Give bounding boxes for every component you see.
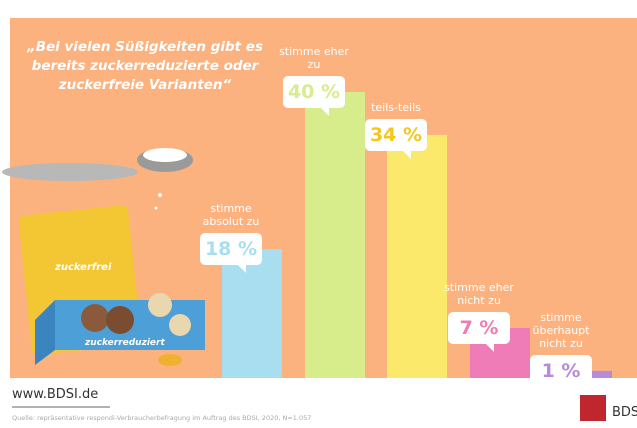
bar bbox=[305, 92, 365, 378]
value-label: 7 % bbox=[448, 311, 510, 352]
category-label: teils-teils bbox=[371, 100, 421, 114]
category-label: stimme absolut zu bbox=[202, 202, 260, 229]
package-label: zuckerfrei bbox=[54, 262, 112, 273]
category-label: stimme eher zu bbox=[279, 45, 349, 71]
value-label: 40 % bbox=[283, 76, 345, 116]
category-label: stimme eher nicht zu bbox=[444, 280, 514, 307]
value-label: 34 % bbox=[365, 118, 427, 159]
quote: „Bei vielen Süßigkeiten gibt es bereits … bbox=[27, 39, 263, 93]
package-label: zuckerreduziert bbox=[84, 338, 165, 348]
logo: BDSI bbox=[612, 405, 637, 420]
source: Quelle: repräsentative respondi-Verbrauc… bbox=[12, 414, 311, 422]
value-label: 1 % bbox=[530, 354, 592, 395]
illustration: zuckerfrei zuckerreduziert bbox=[2, 148, 205, 366]
value-label: 18 % bbox=[200, 233, 262, 274]
website: www.BDSI.de bbox=[12, 387, 98, 402]
category-label: stimme überhaupt nicht zu bbox=[532, 310, 590, 350]
bar bbox=[222, 249, 282, 378]
logo-mark bbox=[580, 395, 606, 421]
bar bbox=[387, 134, 447, 378]
